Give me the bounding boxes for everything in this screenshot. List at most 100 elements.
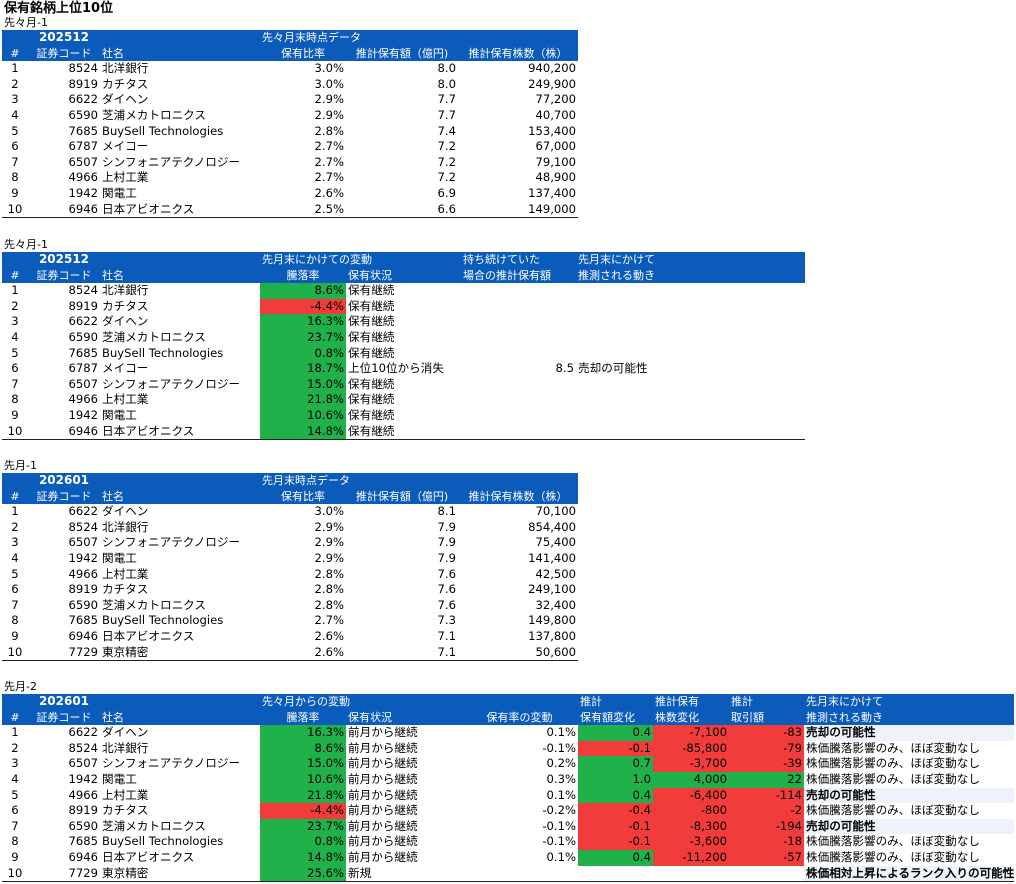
rank-cell: 9 xyxy=(11,849,19,864)
code-cell: 1942 xyxy=(68,550,98,565)
rank-cell: 9 xyxy=(11,407,19,422)
table-row: 10 7729 東京精密 2.6% 7.1 50,600 xyxy=(2,644,579,662)
move-cell: 株価騰落影響のみ、ほぼ変動なし xyxy=(806,834,980,849)
shares-cell: 940,200 xyxy=(528,61,577,76)
amount-cell: 7.6 xyxy=(437,597,456,612)
code-cell: 6507 xyxy=(68,756,98,771)
table-row: 10 6946 日本アビオニクス 2.5% 6.6 149,000 xyxy=(2,201,579,219)
change-rate-cell: 25.6% xyxy=(260,865,346,883)
rank-cell: 6 xyxy=(11,361,19,376)
code-cell: 6622 xyxy=(68,314,98,329)
amount-cell: 7.2 xyxy=(437,139,456,154)
rank-cell: 6 xyxy=(11,139,19,154)
table-row: 1 8524 北洋銀行 8.6% 保有継続 xyxy=(2,283,805,299)
change-rate-cell: 10.6% xyxy=(260,407,346,424)
page-title: 保有銘柄上位10位 xyxy=(4,1,114,16)
amount-cell: 7.9 xyxy=(437,519,456,534)
col-trade-header: 取引額 xyxy=(729,709,804,726)
code-cell: 6590 xyxy=(68,107,98,122)
table-row: 5 4966 上村工業 21.8% 前月から継続 0.1% 0.4 -6,400 -114 売却の… xyxy=(2,787,1014,804)
shares-cell: 48,900 xyxy=(535,170,577,185)
share-change-cell: -6,400 xyxy=(653,787,729,804)
col-move-header: 推測される動き xyxy=(576,267,805,284)
name-cell: 上村工業 xyxy=(102,392,149,407)
ratio-cell: 2.7% xyxy=(314,139,344,154)
code-cell: 7729 xyxy=(28,644,100,662)
shares-cell: 153,400 xyxy=(528,123,577,138)
status-cell: 保有継続 xyxy=(348,392,395,407)
table-row: 6 8919 カチタス 2.8% 7.6 249,100 xyxy=(2,582,578,598)
status-cell: 前月から継続 xyxy=(348,787,418,802)
amount-cell: 6.9 xyxy=(437,185,456,200)
shares-cell: 67,000 xyxy=(535,139,577,154)
shares-cell: 50,600 xyxy=(458,644,579,662)
status-cell: 前月から継続 xyxy=(348,849,418,864)
name-cell: 日本アビオニクス xyxy=(102,628,195,643)
amount-cell: 7.7 xyxy=(437,92,456,107)
status-cell: 保有継続 xyxy=(346,423,461,441)
share-change-cell: -11,200 xyxy=(653,849,729,866)
shares-cell: 141,400 xyxy=(528,550,577,565)
ratio-cell: 2.8% xyxy=(314,582,344,597)
status-cell: 前月から継続 xyxy=(348,803,418,818)
col-amount-change-header: 保有額変化 xyxy=(578,709,653,726)
col-share-change-header: 株数変化 xyxy=(653,709,729,726)
amount-cell: 7.4 xyxy=(437,123,456,138)
rank-cell: 10 xyxy=(2,423,28,441)
name-cell: シンフォニアテクノロジー xyxy=(102,535,241,550)
section3-header-row2: # 証券コード 社名 保有比率 推計保有額（億円) 推計保有株数（株） xyxy=(2,488,579,505)
table-row: 5 4966 上村工業 2.8% 7.6 42,500 xyxy=(2,567,578,583)
amount-change-cell: -0.1 xyxy=(578,834,653,850)
code-cell: 8524 xyxy=(68,61,98,76)
ratio-change-cell: -0.1% xyxy=(542,740,576,755)
name-cell: 北洋銀行 xyxy=(102,283,149,298)
section1-table: 202512 先々月末時点データ # 証券コード 社名 保有比率 推計保有額（億… xyxy=(2,30,579,219)
amount-change-cell: -0.1 xyxy=(578,818,653,835)
col-code-header: 証券コード xyxy=(28,709,100,726)
status-cell: 新規 xyxy=(346,865,461,883)
shares-cell: 149,000 xyxy=(458,201,579,219)
rank-cell: 4 xyxy=(11,107,19,122)
col-amount-header: 推計保有額（億円) xyxy=(346,488,458,505)
name-cell: BuySell Technologies xyxy=(102,123,224,138)
trade-cell: -57 xyxy=(729,849,804,866)
move-cell: 株価騰落影響のみ、ほぼ変動なし xyxy=(806,849,980,864)
amount-cell: 8.0 xyxy=(437,76,456,91)
table-row: 8 7685 BuySell Technologies 0.8% 前月から継続 -0.1%… xyxy=(2,834,1014,850)
name-cell: 日本アビオニクス xyxy=(100,423,260,441)
code-cell: 6946 xyxy=(28,201,100,219)
col-ratio-change-header: 保有率の変動 xyxy=(461,709,578,726)
table-row: 4 1942 関電工 2.9% 7.9 141,400 xyxy=(2,551,578,567)
name-cell: 北洋銀行 xyxy=(102,740,149,755)
est-amount-cell xyxy=(461,392,576,408)
rank-cell: 5 xyxy=(11,566,19,581)
name-cell: 上村工業 xyxy=(102,566,149,581)
col-rate-header: 騰落率 xyxy=(260,267,346,284)
name-cell: カチタス xyxy=(102,803,149,818)
name-cell: カチタス xyxy=(102,298,149,313)
rank-cell: 6 xyxy=(11,803,19,818)
rank-cell: 7 xyxy=(11,376,19,391)
amount-cell: 7.1 xyxy=(346,644,458,662)
change-rate-cell: 15.0% xyxy=(260,756,346,772)
name-cell: ダイヘン xyxy=(102,314,149,329)
code-cell: 8919 xyxy=(68,582,98,597)
table-row: 2 8524 北洋銀行 8.6% 前月から継続 -0.1% -0.1 -85,800 -79 株価… xyxy=(2,740,1014,757)
col-name-header: 社名 xyxy=(100,45,260,62)
code-cell: 6946 xyxy=(28,423,100,441)
code-cell: 8919 xyxy=(68,803,98,818)
status-cell: 前月から継続 xyxy=(348,740,418,755)
name-cell: 芝浦メカトロニクス xyxy=(102,818,206,833)
status-cell: 前月から継続 xyxy=(348,818,418,833)
change-rate-cell: 8.6% xyxy=(260,740,346,757)
code-cell: 1942 xyxy=(68,771,98,786)
table-row: 2 8919 カチタス -4.4% 保有継続 xyxy=(2,298,805,315)
col-amount-header: 推計保有額（億円) xyxy=(346,45,458,62)
section4-group-est-shares: 推計保有 xyxy=(653,694,729,710)
name-cell: カチタス xyxy=(102,76,149,91)
share-change-cell: 4,000 xyxy=(653,771,729,788)
amount-cell: 7.9 xyxy=(437,550,456,565)
col-status-header: 保有状況 xyxy=(346,709,461,726)
amount-cell: 7.3 xyxy=(437,613,456,628)
status-cell: 保有継続 xyxy=(348,376,395,391)
